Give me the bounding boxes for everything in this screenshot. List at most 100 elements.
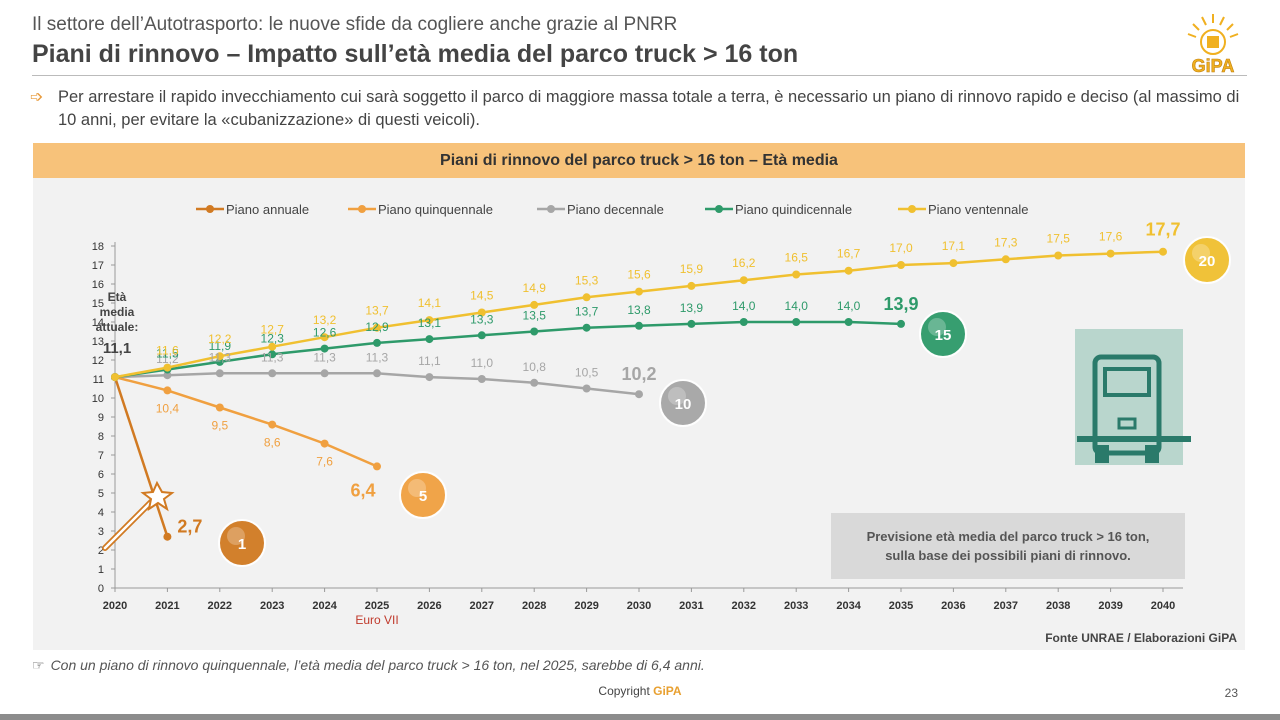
data-label-quinquennale: 10,4 [156, 401, 180, 415]
badge-highlight [928, 318, 946, 336]
data-label-ventennale: 16,5 [785, 251, 809, 265]
legend-label-quinquennale: Piano quinquennale [378, 202, 493, 217]
series-line-annuale [113, 376, 169, 538]
data-point-quindicennale [897, 319, 905, 328]
data-label-ventennale: 14,1 [418, 296, 442, 310]
data-point-quinquennale [215, 403, 224, 412]
data-label-quindicennale: 13,1 [418, 316, 442, 330]
title-divider [32, 75, 1247, 76]
y-tick-label: 14 [92, 317, 104, 329]
data-label-decennale: 10,5 [575, 366, 599, 380]
data-point-quindicennale [530, 327, 539, 336]
y-tick-label: 17 [92, 260, 104, 272]
x-tick-label: 2029 [574, 600, 598, 612]
data-point-quinquennale [163, 386, 172, 395]
data-point-decennale [477, 375, 486, 383]
x-tick-label: 2040 [1151, 600, 1175, 612]
page-number: 23 [1224, 686, 1238, 700]
arrow-bullet-icon: ➩ [30, 89, 44, 106]
data-point-ventennale [687, 281, 696, 290]
x-tick-label: 2024 [312, 600, 337, 612]
y-tick-label: 11 [93, 374, 104, 386]
data-point-ventennale [897, 261, 905, 269]
x-tick-label: 2034 [836, 600, 861, 612]
y-tick-label: 9 [98, 412, 104, 424]
data-label-decennale: 11,3 [313, 350, 336, 364]
data-label-ventennale: 15,9 [680, 262, 704, 276]
data-point-quindicennale [792, 318, 801, 326]
end-label-ventennale: 17,7 [1145, 220, 1180, 240]
truck-wheel-left [1095, 445, 1109, 463]
data-point-ventennale [163, 363, 172, 372]
x-tick-label: 2038 [1046, 600, 1070, 612]
source-note: Fonte UNRAE / Elaborazioni GiPA [1045, 631, 1237, 645]
legend-label-quindicennale: Piano quindicennale [735, 202, 852, 217]
slide-suptitle: Il settore dell’Autotrasporto: le nuove … [32, 14, 678, 35]
data-point-ventennale [739, 276, 748, 285]
forecast-callout: Previsione età media del parco truck > 1… [831, 513, 1185, 579]
legend-label-ventennale: Piano ventennale [928, 202, 1028, 217]
chart-title: Piani di rinnovo del parco truck > 16 to… [33, 143, 1245, 178]
data-label-quinquennale: 7,6 [316, 455, 333, 469]
callout-line-2: sulla base dei possibili piani di rinnov… [885, 548, 1131, 563]
legend-label-decennale: Piano decennale [567, 202, 664, 217]
footnote-text: Con un piano di rinnovo quinquennale, l’… [50, 657, 705, 673]
badge-highlight [1192, 244, 1210, 262]
y-tick-label: 8 [98, 431, 104, 443]
data-point-ventennale [477, 308, 486, 317]
copyright-prefix: Copyright [598, 684, 650, 698]
y-tick-label: 1 [98, 564, 104, 576]
gipa-logo: GiPA [1187, 14, 1239, 76]
x-tick-label: 2030 [627, 600, 651, 612]
end-label-quinquennale: 6,4 [350, 480, 375, 500]
data-label-quindicennale: 13,3 [470, 312, 494, 326]
y-tick-label: 0 [98, 583, 104, 595]
x-tick-label: 2023 [260, 600, 284, 612]
data-label-ventennale: 13,2 [313, 313, 337, 327]
data-label-quindicennale: 14,0 [837, 299, 861, 313]
x-tick-label: 2021 [155, 600, 179, 612]
y-tick-label: 4 [98, 507, 104, 519]
data-point-decennale [163, 371, 172, 380]
data-point-ventennale [530, 300, 539, 309]
legend-marker-quindicennale [715, 205, 723, 213]
series-line-quinquennale [114, 375, 378, 468]
data-label-ventennale: 17,5 [1047, 232, 1071, 246]
data-label-quindicennale: 11,9 [209, 339, 232, 353]
data-point-ventennale [373, 323, 381, 332]
data-label-quindicennale: 14,0 [732, 299, 756, 313]
start-label-line: Età [108, 290, 127, 304]
legend-marker-decennale [547, 205, 555, 213]
truck-windshield [1103, 367, 1151, 397]
x-tick-label: 2037 [994, 600, 1018, 612]
start-label-line: media [100, 305, 135, 319]
data-point-quindicennale [373, 338, 381, 347]
y-tick-label: 10 [92, 393, 104, 405]
data-point-decennale [635, 390, 643, 399]
data-point-quindicennale [215, 357, 224, 366]
bullet-text: Per arrestare il rapido invecchiamento c… [58, 88, 1240, 129]
sun-rays-icon [1187, 14, 1239, 38]
data-point-ventennale [792, 270, 801, 279]
data-label-quinquennale: 9,5 [211, 419, 228, 433]
badge-label-quindicennale: 15 [935, 327, 952, 344]
y-tick-label: 3 [98, 526, 104, 538]
data-label-decennale: 11,3 [209, 350, 232, 364]
data-label-ventennale: 14,9 [523, 281, 547, 295]
data-point-quindicennale [268, 350, 277, 359]
sun-circle [1200, 29, 1226, 55]
road-icon [1207, 36, 1219, 48]
y-tick-label: 15 [92, 298, 104, 310]
x-tick-label: 2035 [889, 600, 913, 612]
data-point-decennale [215, 369, 224, 378]
x-tick-label: 2027 [470, 600, 494, 612]
badge-annuale [218, 519, 266, 567]
x-tick-label: 2022 [208, 600, 232, 612]
data-label-quindicennale: 13,5 [523, 309, 547, 323]
data-point-annuale [163, 532, 172, 541]
legend-marker-annuale [206, 205, 214, 213]
data-label-quindicennale: 14,0 [785, 299, 809, 313]
copyright: Copyright GiPA [0, 684, 1280, 698]
badge-decennale [659, 379, 707, 427]
y-tick-label: 13 [92, 336, 104, 348]
